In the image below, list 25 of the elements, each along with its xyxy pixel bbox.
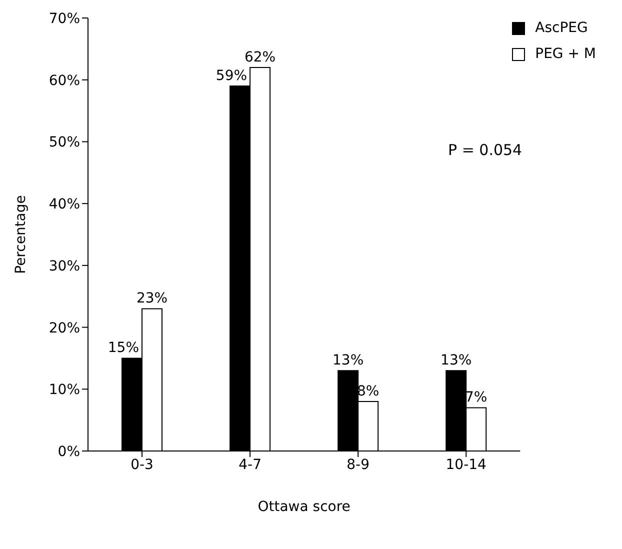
y-tick-label: 20% [48, 320, 80, 336]
x-tick-label: 10-14 [446, 456, 487, 473]
y-tick-label: 0% [58, 444, 80, 460]
y-tick-label: 60% [48, 72, 80, 89]
y-axis-title: Percentage [12, 195, 29, 274]
y-tick-label: 40% [48, 196, 80, 213]
data-label: 13% [440, 352, 472, 369]
legend-label: PEG + M [535, 46, 596, 62]
annotation: P = 0.054 [448, 141, 522, 159]
data-label: 59% [216, 68, 248, 84]
x-axis-title: Ottawa score [258, 499, 350, 515]
data-label: 8% [356, 384, 380, 400]
y-tick-label: 10% [48, 382, 80, 398]
data-label: 62% [244, 49, 276, 66]
y-tick-label: 30% [48, 258, 80, 274]
x-tick-label: 0-3 [130, 456, 154, 473]
data-label: 23% [136, 290, 168, 307]
data-label: 7% [464, 390, 488, 406]
x-tick-label: 8-9 [346, 456, 370, 473]
data-label: 15% [108, 340, 139, 356]
x-tick-label: 4-7 [238, 456, 262, 473]
y-tick-label: 50% [48, 134, 80, 151]
legend-label: AscPEG [535, 20, 588, 36]
y-tick-label: 70% [48, 10, 80, 27]
data-label: 13% [332, 352, 364, 369]
